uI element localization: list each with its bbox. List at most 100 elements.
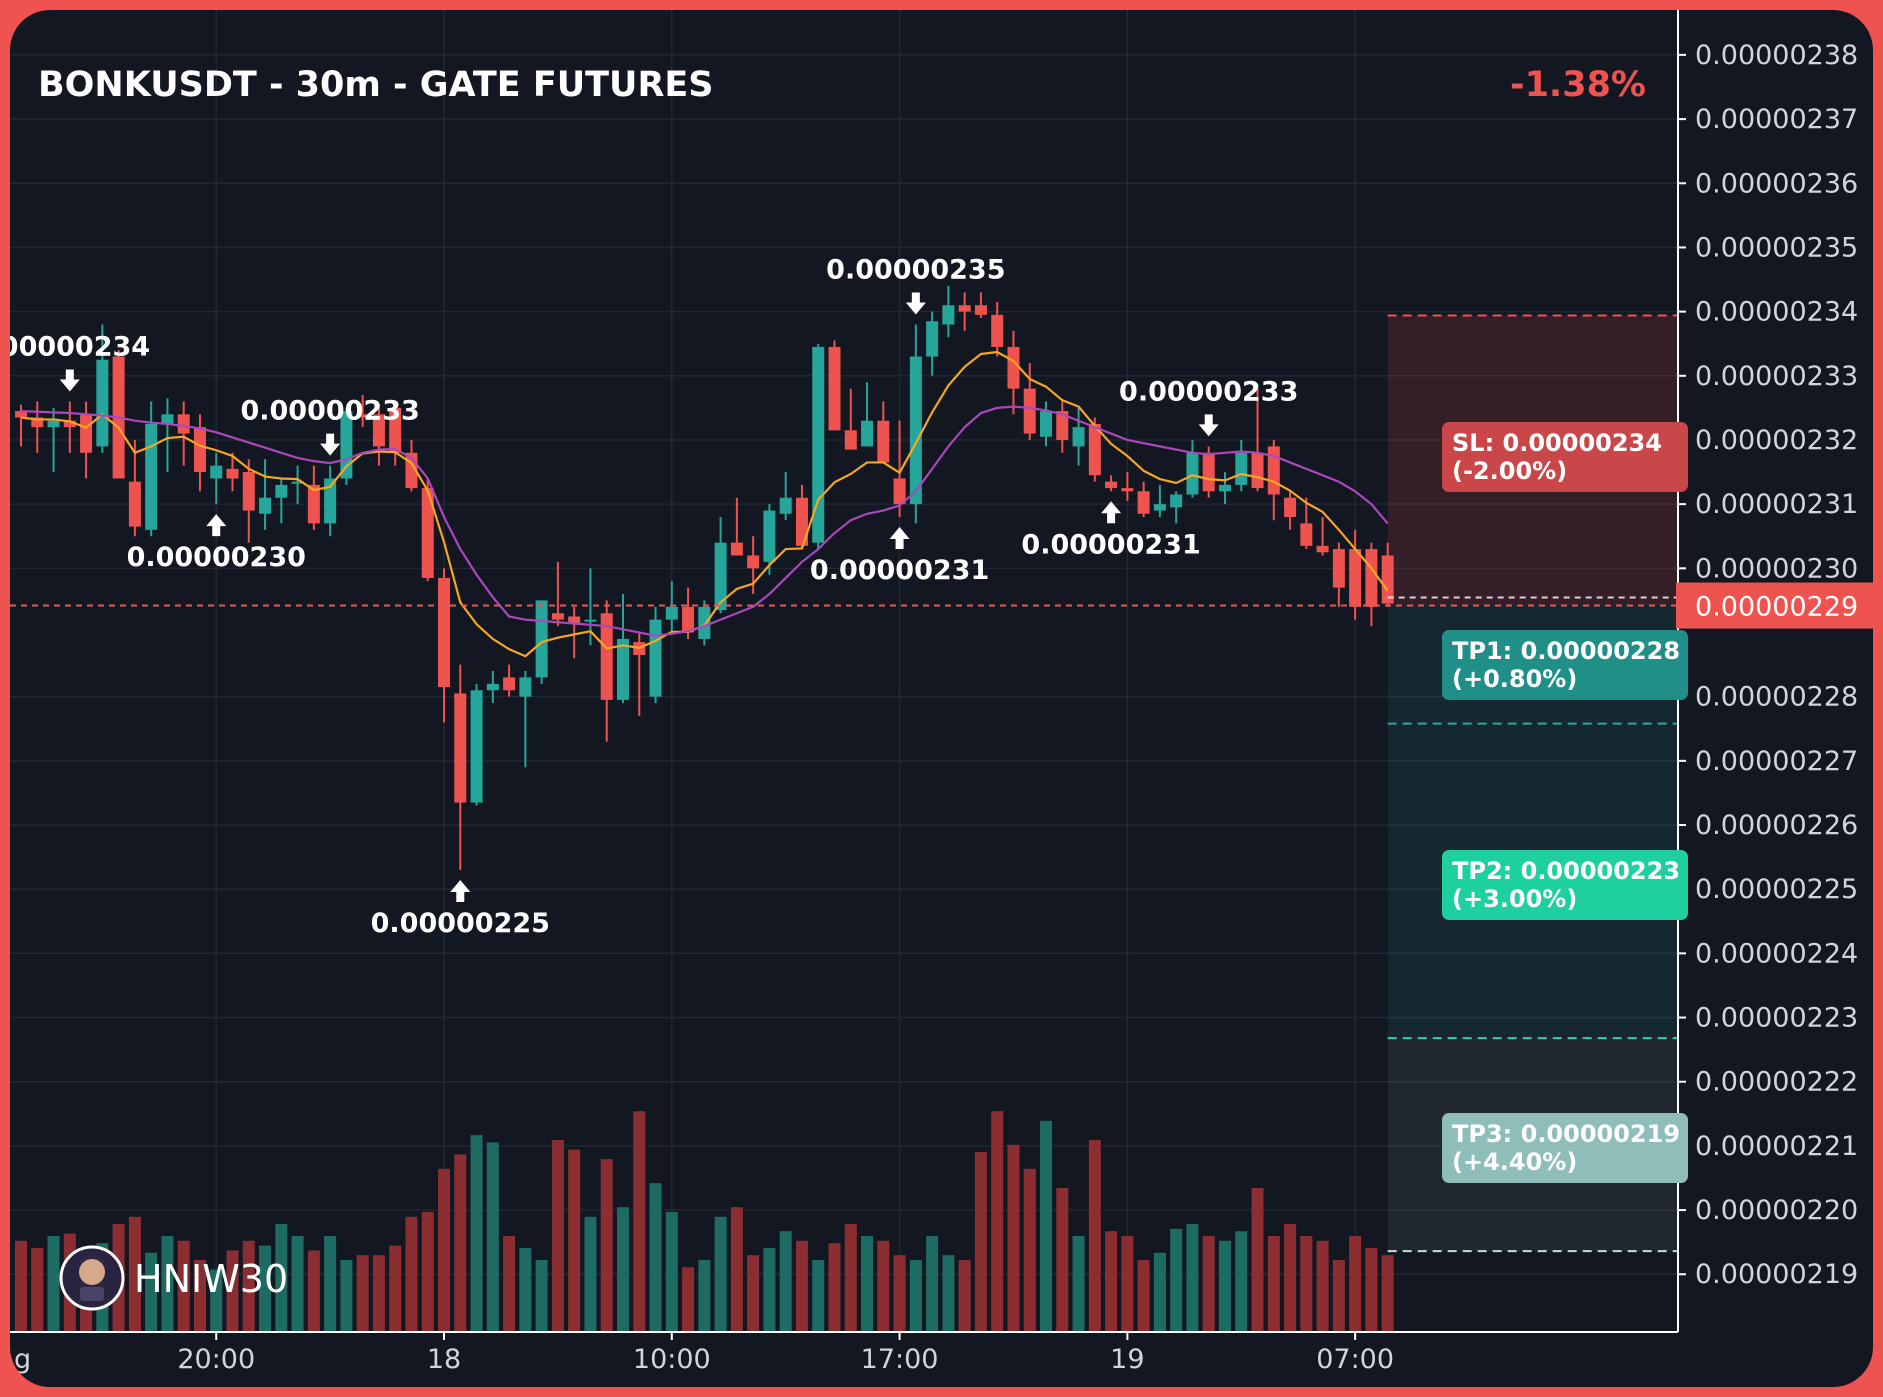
- candle: [454, 664, 467, 870]
- candle-body: [1088, 423, 1101, 476]
- volume-bar: [372, 1255, 385, 1332]
- arrow-up-icon: [450, 879, 471, 902]
- y-tick-label: 0.00000223: [1695, 1003, 1858, 1034]
- avatar-face-icon: [79, 1259, 105, 1285]
- candle: [340, 407, 353, 485]
- candle-body: [503, 677, 516, 691]
- level-price-text: TP3: 0.00000219: [1452, 1120, 1680, 1148]
- candle-body: [714, 542, 727, 611]
- candle-body: [80, 414, 93, 453]
- candle: [991, 301, 1004, 357]
- candle-body: [747, 555, 760, 569]
- level-price-text: SL: 0.00000234: [1452, 429, 1662, 457]
- candle-body: [307, 484, 320, 524]
- candle-body: [193, 427, 206, 473]
- candle-body: [1267, 446, 1280, 495]
- candle-body: [438, 577, 451, 688]
- candle: [779, 472, 792, 521]
- candle-body: [259, 497, 272, 514]
- candle: [1332, 542, 1345, 607]
- volume-bar: [763, 1248, 776, 1332]
- volume-bar: [1349, 1236, 1362, 1332]
- volume-bar: [1218, 1240, 1231, 1332]
- candle-body: [161, 414, 174, 424]
- candle-body: [519, 677, 532, 697]
- candle-body: [584, 619, 597, 622]
- candle: [421, 478, 434, 582]
- y-tick-label: 0.00000221: [1695, 1131, 1858, 1162]
- moving-averages: [20, 350, 1389, 658]
- candle: [763, 504, 776, 575]
- volume-bar: [1007, 1144, 1020, 1332]
- candle-body: [665, 606, 678, 620]
- candle: [942, 285, 955, 338]
- candle: [616, 593, 629, 704]
- candlestick-chart: .000002340.000002300.000002330.000002250…: [10, 10, 1873, 1375]
- volume-bar: [503, 1236, 516, 1332]
- candle: [828, 340, 841, 431]
- x-tick-label: 18: [427, 1344, 461, 1375]
- volume-bar: [1365, 1248, 1378, 1332]
- arrow-up-icon: [1101, 501, 1122, 524]
- arrow-up-icon: [206, 514, 227, 537]
- candle-body: [1072, 427, 1085, 447]
- candle-body: [31, 417, 44, 428]
- candle: [1251, 388, 1264, 492]
- volume-bar: [307, 1250, 320, 1332]
- annotation-label: 0.00000230: [127, 542, 306, 573]
- y-tick-label: 0.00000230: [1695, 553, 1858, 584]
- price-annotation: 0.00000235: [826, 254, 1006, 315]
- price-annotation: .00000234: [10, 331, 150, 392]
- candle: [1056, 401, 1069, 453]
- y-tick-label: 0.00000233: [1695, 361, 1858, 392]
- candle: [861, 382, 874, 447]
- volume-bar: [616, 1207, 629, 1332]
- volume-bar: [1121, 1236, 1134, 1332]
- candle: [714, 516, 727, 614]
- candle: [1300, 497, 1313, 550]
- level-percent-text: (+4.40%): [1452, 1148, 1577, 1176]
- candle-body: [1105, 481, 1118, 489]
- candle: [1153, 484, 1166, 517]
- candle-body: [1170, 494, 1183, 508]
- volume-bar: [633, 1111, 646, 1332]
- candle: [1170, 491, 1183, 524]
- candle: [730, 497, 743, 556]
- candle-body: [698, 606, 711, 639]
- candle-body: [779, 497, 792, 514]
- candle-body: [682, 606, 695, 633]
- x-tick-label: 17:00: [861, 1344, 939, 1375]
- y-tick-label: 0.00000235: [1695, 232, 1858, 263]
- candle-body: [844, 430, 857, 450]
- candle: [242, 459, 255, 543]
- volume-bar: [1202, 1236, 1215, 1332]
- price-annotation: 0.00000231: [1021, 501, 1201, 560]
- candle: [486, 671, 499, 704]
- tp3-label-box: TP3: 0.00000219(+4.40%): [1442, 1113, 1688, 1183]
- volume-bar: [844, 1224, 857, 1332]
- candle: [584, 568, 597, 646]
- candle: [356, 395, 369, 428]
- y-tick-label: 0.00000219: [1695, 1259, 1858, 1290]
- x-tick-label: 07:00: [1316, 1344, 1394, 1375]
- candle: [145, 401, 158, 537]
- candle: [1072, 407, 1085, 466]
- candle: [844, 388, 857, 450]
- candle: [795, 484, 808, 550]
- volume-bar: [470, 1135, 483, 1332]
- candle-body: [96, 359, 109, 447]
- candle-body: [1218, 484, 1231, 492]
- current-price-label: 0.00000229: [1695, 592, 1858, 623]
- candle: [958, 292, 971, 331]
- volume-bar: [795, 1240, 808, 1332]
- volume-bar: [991, 1111, 1004, 1332]
- candle-body: [926, 321, 939, 357]
- candle-body: [893, 478, 906, 505]
- annotation-label: .00000234: [10, 331, 150, 362]
- volume-bar: [1267, 1236, 1280, 1332]
- candle-body: [226, 468, 239, 479]
- volume-bar: [15, 1240, 27, 1332]
- candle-body: [47, 420, 60, 428]
- candle: [1121, 472, 1134, 501]
- volume-bar: [1105, 1231, 1118, 1332]
